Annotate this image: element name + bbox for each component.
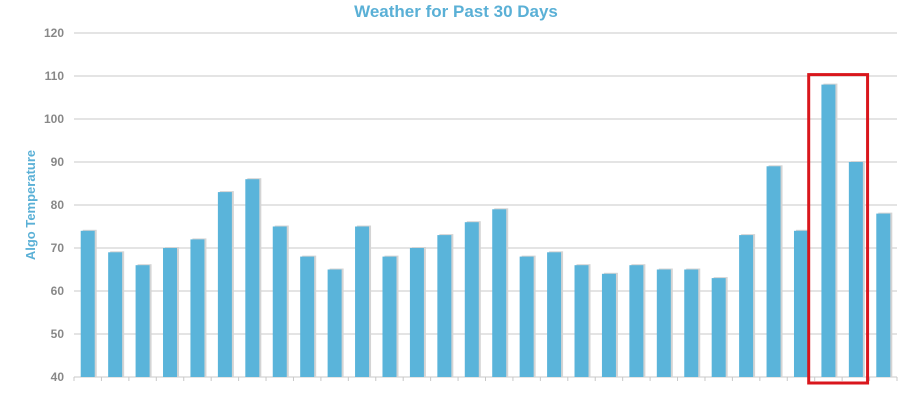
bars xyxy=(80,83,893,377)
bar xyxy=(135,265,150,377)
bar xyxy=(163,248,178,377)
y-tick-label: 70 xyxy=(51,241,65,255)
bar xyxy=(739,235,754,377)
bar xyxy=(848,162,863,377)
y-tick-label: 60 xyxy=(51,284,65,298)
bar xyxy=(574,265,589,377)
bar xyxy=(80,230,95,377)
y-axis-label: Algo Temperature xyxy=(23,150,38,260)
bar xyxy=(437,235,452,377)
bar xyxy=(547,252,562,377)
highlight-rectangle xyxy=(807,73,870,385)
bar xyxy=(629,265,644,377)
bar xyxy=(876,213,891,377)
bar xyxy=(519,256,534,377)
gridlines xyxy=(74,32,897,378)
y-tick-label: 90 xyxy=(51,155,65,169)
bar xyxy=(382,256,397,377)
bar xyxy=(821,84,836,377)
y-tick-label: 80 xyxy=(51,198,65,212)
bar xyxy=(656,269,671,377)
bar xyxy=(793,230,808,377)
highlight-box xyxy=(807,73,870,385)
bar xyxy=(327,269,342,377)
bar xyxy=(190,239,205,377)
bar xyxy=(711,278,726,377)
bar xyxy=(355,226,370,377)
bar xyxy=(684,269,699,377)
bar xyxy=(108,252,123,377)
bar xyxy=(272,226,287,377)
x-tick-marks xyxy=(73,377,898,381)
bar xyxy=(766,166,781,377)
chart-title: Weather for Past 30 Days xyxy=(354,2,558,21)
bar xyxy=(464,222,479,377)
bar xyxy=(300,256,315,377)
y-tick-label: 40 xyxy=(51,370,65,384)
y-tick-label: 100 xyxy=(44,112,64,126)
bar xyxy=(245,179,260,377)
y-tick-labels: 40 50 60 70 80 90 100 110 120 xyxy=(44,26,64,384)
y-tick-label: 110 xyxy=(45,69,65,83)
y-tick-label: 120 xyxy=(44,26,64,40)
y-tick-label: 50 xyxy=(51,327,65,341)
bar xyxy=(217,192,232,377)
bar xyxy=(601,273,616,377)
bar xyxy=(492,209,507,377)
bar xyxy=(409,248,424,377)
